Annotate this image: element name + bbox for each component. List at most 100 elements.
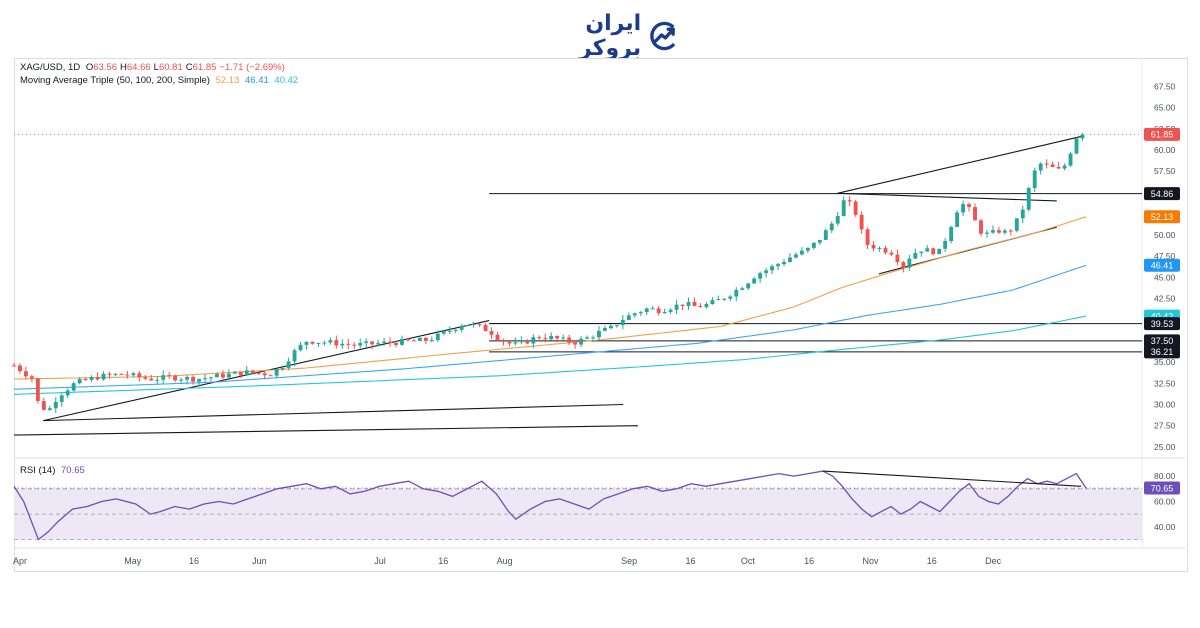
candle — [125, 371, 130, 379]
candle-body — [608, 325, 613, 329]
candle — [107, 371, 112, 379]
candle-body — [483, 325, 488, 332]
candle — [632, 312, 637, 318]
candle — [853, 200, 858, 217]
candle — [411, 338, 416, 342]
candle-body — [955, 212, 960, 227]
candle-body — [638, 312, 643, 314]
candle — [949, 225, 954, 244]
candle-body — [513, 342, 518, 344]
candle-body — [18, 365, 22, 372]
candle — [835, 212, 840, 226]
candle — [77, 376, 82, 385]
candle-body — [280, 367, 285, 369]
candle-body — [346, 343, 351, 345]
candle-body — [841, 200, 846, 217]
candle-body — [41, 401, 46, 410]
candle — [298, 341, 303, 352]
candle-body — [352, 344, 357, 346]
candle — [937, 248, 942, 255]
y-tick-label: 27.50 — [1154, 421, 1176, 431]
candle-body — [334, 340, 339, 346]
candle-body — [244, 370, 249, 376]
candle-body — [799, 250, 804, 255]
candle — [758, 271, 763, 283]
candle-body — [495, 334, 500, 340]
brand-name: ایران بروکر — [579, 11, 642, 61]
candle-body — [298, 344, 303, 351]
price-label-box — [1144, 345, 1180, 359]
candle-body — [250, 370, 255, 373]
candle-body — [740, 288, 745, 290]
candle-body — [435, 333, 440, 341]
candle — [238, 371, 243, 379]
candle-body — [919, 251, 924, 253]
y-tick-label: 25.00 — [1154, 442, 1176, 452]
ma-label: Moving Average Triple (50, 100, 200, Sim… — [20, 75, 210, 86]
candle — [316, 342, 321, 347]
candle — [692, 297, 697, 307]
ohlc-item: C61.85 — [186, 62, 217, 73]
candle-body — [107, 373, 112, 375]
candle-body — [859, 214, 864, 230]
candle — [203, 373, 207, 383]
y-tick-label: 35.00 — [1154, 357, 1176, 367]
candle — [495, 332, 500, 342]
candle — [501, 338, 506, 346]
candle — [209, 376, 213, 383]
candle-body — [143, 377, 148, 379]
candle-body — [573, 342, 578, 345]
ohlc-item: H64.66 — [120, 62, 151, 73]
candle — [310, 341, 315, 345]
candle-body — [501, 339, 506, 342]
candle — [447, 326, 452, 335]
candle — [943, 238, 948, 252]
candle — [18, 363, 22, 374]
candle-body — [358, 343, 363, 346]
x-tick-label: Nov — [862, 556, 879, 566]
candle — [614, 324, 619, 328]
candle — [280, 365, 285, 372]
y-tick-label: 30.00 — [1154, 400, 1176, 410]
candle — [1074, 137, 1079, 155]
candle — [262, 371, 267, 380]
candle-body — [71, 383, 76, 391]
candle — [698, 302, 703, 308]
ohlc-key: H — [120, 62, 127, 73]
candle — [794, 252, 798, 259]
candle — [752, 276, 757, 284]
candle-body — [907, 258, 912, 268]
candle — [537, 335, 542, 340]
price-label-box — [1144, 317, 1180, 331]
candle-body — [388, 341, 392, 344]
candle — [149, 375, 154, 382]
candle — [776, 262, 780, 271]
x-tick-label: 16 — [189, 556, 199, 566]
candle — [358, 338, 363, 349]
candle — [841, 196, 846, 217]
candle — [662, 308, 667, 314]
candle — [232, 370, 237, 374]
ohlc-value: 63.56 — [93, 62, 117, 73]
candle-body — [197, 379, 201, 382]
trend-line — [837, 192, 1057, 202]
candle-body — [328, 340, 333, 343]
rsi-label: RSI (14) — [20, 465, 56, 476]
candle — [1044, 159, 1049, 169]
candle-body — [155, 379, 160, 381]
candle-body — [883, 248, 888, 253]
candle — [268, 374, 273, 377]
candle-body — [471, 324, 476, 326]
candle — [591, 335, 595, 343]
candle-body — [292, 350, 297, 362]
candle — [59, 393, 64, 407]
candle-body — [895, 254, 900, 263]
candle-body — [1026, 187, 1031, 210]
candle — [250, 370, 255, 375]
candle-body — [226, 373, 231, 378]
candle — [764, 267, 769, 278]
candle — [1068, 151, 1073, 167]
ma200-line — [13, 315, 1087, 395]
candle — [376, 339, 381, 347]
price-label-box — [1144, 210, 1180, 224]
